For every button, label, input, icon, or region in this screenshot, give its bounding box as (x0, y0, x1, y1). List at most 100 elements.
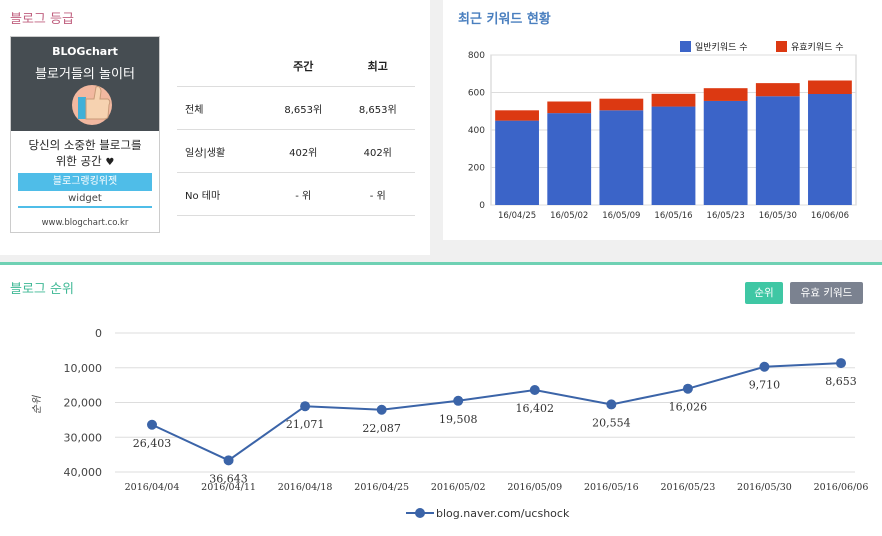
bar-valid (755, 83, 800, 97)
data-point (606, 399, 617, 410)
data-point (300, 401, 311, 412)
data-point (529, 384, 540, 395)
rank-button[interactable]: 순위 (745, 282, 783, 304)
bar-valid (651, 93, 696, 107)
y-tick-label: 800 (468, 51, 485, 61)
weekly-rank: 402위 (266, 129, 341, 173)
data-label: 8,653 (825, 375, 857, 388)
weekly-rank: 8,653위 (266, 86, 341, 130)
row-label: 전체 (177, 86, 266, 130)
blog-ranking-title: 블로그 순위 (10, 282, 74, 297)
blog-grade-panel: 블로그 등급 BLOGchart 블로거들의 놀이터 당신의 소중한 블로그를 … (0, 0, 430, 255)
bar-valid (703, 88, 748, 101)
widget-sub-label: widget (18, 193, 152, 208)
x-tick-label: 16/05/09 (602, 211, 640, 221)
widget-logo: BLOGchart (52, 45, 118, 58)
widget-description-line2: 위한 공간 ♥ (11, 153, 159, 169)
x-tick-label: 2016/05/30 (737, 482, 792, 493)
data-point (759, 361, 770, 372)
bar-valid (599, 98, 644, 111)
x-tick-label: 16/05/23 (707, 211, 745, 221)
row-label: 일상|생활 (177, 129, 266, 173)
data-point (376, 404, 387, 415)
y-tick-label: 400 (468, 126, 485, 136)
legend-swatch (680, 41, 691, 52)
bar-general (599, 110, 644, 205)
header-empty (177, 46, 266, 87)
blog-ranking-widget[interactable]: BLOGchart 블로거들의 놀이터 당신의 소중한 블로그를 위한 공간 ♥… (10, 36, 160, 233)
data-point (836, 358, 846, 369)
data-label: 16,402 (516, 402, 555, 415)
best-rank: 8,653위 (340, 86, 415, 130)
x-tick-label: 2016/05/23 (661, 482, 716, 493)
bar-general (495, 120, 539, 205)
x-tick-label: 2016/05/09 (507, 482, 562, 493)
x-tick-label: 2016/04/18 (278, 482, 333, 493)
legend-swatch (776, 41, 787, 52)
bar-valid (495, 110, 539, 121)
blog-grade-title: 블로그 등급 (10, 12, 74, 27)
blog-ranking-panel: 블로그 순위 순위 유효 키워드 0 10,000 20,000 30,000 40,0… (0, 262, 882, 536)
widget-header: BLOGchart 블로거들의 놀이터 (11, 37, 159, 131)
weekly-rank: - 위 (266, 172, 341, 216)
widget-description-text: 위한 공간 (55, 154, 102, 168)
x-tick-label: 2016/04/25 (354, 482, 409, 493)
grade-table-header: 주간 최고 (177, 46, 415, 87)
data-label: 22,087 (362, 422, 401, 435)
best-rank: 402위 (340, 129, 415, 173)
y-tick-label: 20,000 (64, 397, 103, 410)
x-tick-label: 16/05/16 (654, 211, 692, 221)
bar-general (808, 94, 852, 205)
bar-valid (808, 80, 852, 94)
bar-general (703, 100, 748, 205)
keyword-bar-chart: 0 200 400 600 800 16/04/25 16/05/02 16/05/09 16/… (468, 41, 857, 221)
thumbs-up-icon (72, 85, 112, 125)
y-tick-label: 0 (95, 327, 102, 340)
data-label: 9,710 (749, 379, 781, 392)
y-tick-label: 30,000 (64, 431, 103, 444)
data-label: 36,643 (209, 472, 248, 485)
y-tick-label: 10,000 (64, 362, 103, 375)
heart-icon: ♥ (105, 157, 115, 168)
header-best: 최고 (340, 46, 415, 87)
bar-general (755, 96, 800, 205)
header-weekly: 주간 (266, 46, 341, 87)
x-tick-label: 2016/06/06 (814, 482, 869, 493)
widget-description-line1: 당신의 소중한 블로그를 (28, 138, 142, 152)
x-tick-label: 2016/04/11 (201, 482, 256, 493)
y-tick-label: 200 (468, 164, 485, 174)
best-rank: - 위 (340, 172, 415, 216)
bar-valid (547, 101, 592, 114)
data-label: 26,403 (133, 437, 172, 450)
widget-ranking-button[interactable]: 블로그랭킹위젯 (18, 173, 152, 191)
table-row: 일상|생활 402위 402위 (177, 129, 415, 173)
bar-general (651, 106, 696, 205)
table-row: No 테마 - 위 - 위 (177, 172, 415, 216)
data-point (682, 383, 693, 394)
data-label: 21,071 (286, 418, 325, 431)
ranking-line-chart: 010,00020,00030,00040,000순위26,40336,6432… (31, 327, 869, 520)
keyword-status-panel: 최근 키워드 현황 0 200 400 600 800 16/04/25 16/05/02 1… (443, 0, 882, 240)
series-line (151, 362, 842, 462)
y-axis-label: 순위 (31, 395, 43, 414)
grade-table: 주간 최고 전체 8,653위 8,653위 일상|생활 402위 402위 N… (177, 46, 415, 216)
data-label: 20,554 (592, 416, 631, 429)
bar-general (547, 113, 592, 205)
legend-label: 유효키워드 수 (791, 42, 844, 53)
x-tick-label: 2016/05/16 (584, 482, 639, 493)
data-point (453, 395, 464, 406)
widget-title: 블로거들의 놀이터 (35, 67, 135, 82)
y-tick-label: 0 (479, 201, 485, 211)
data-point (223, 455, 234, 466)
x-tick-label: 2016/04/04 (125, 482, 180, 493)
widget-url[interactable]: www.blogchart.co.kr (41, 218, 129, 228)
keyword-status-title: 최근 키워드 현황 (458, 12, 551, 27)
legend-label: 일반키워드 수 (695, 42, 748, 53)
data-label: 16,026 (669, 401, 708, 414)
x-tick-label: 16/06/06 (811, 211, 849, 221)
x-tick-label: 2016/05/02 (431, 482, 486, 493)
table-row: 전체 8,653위 8,653위 (177, 86, 415, 130)
legend-marker (415, 508, 425, 518)
x-tick-label: 16/04/25 (498, 211, 536, 221)
valid-keyword-button[interactable]: 유효 키워드 (790, 282, 863, 304)
